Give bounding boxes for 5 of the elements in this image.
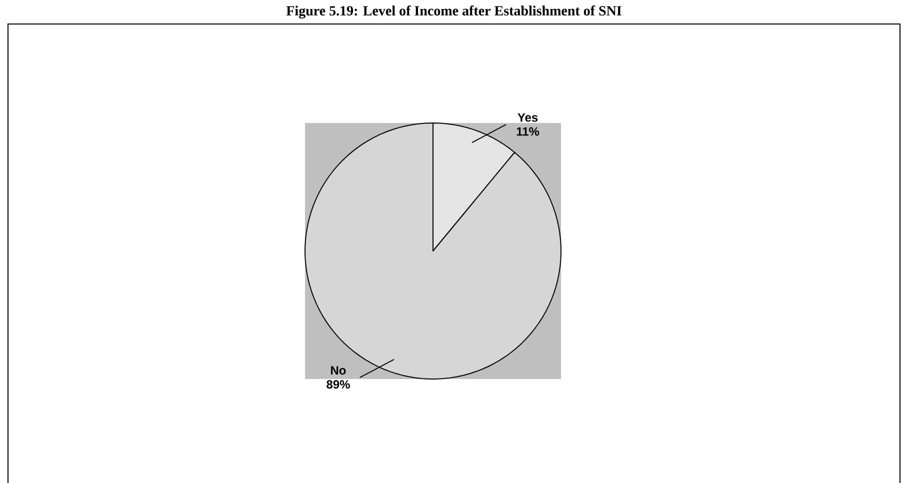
chart-title: Figure 5.19: Level of Income after Establishment of SNI	[286, 6, 622, 18]
slice-label: No	[331, 366, 346, 375]
data-label: 11%	[516, 127, 540, 136]
slice-label: Yes	[518, 113, 538, 122]
data-label: 89%	[326, 380, 350, 389]
